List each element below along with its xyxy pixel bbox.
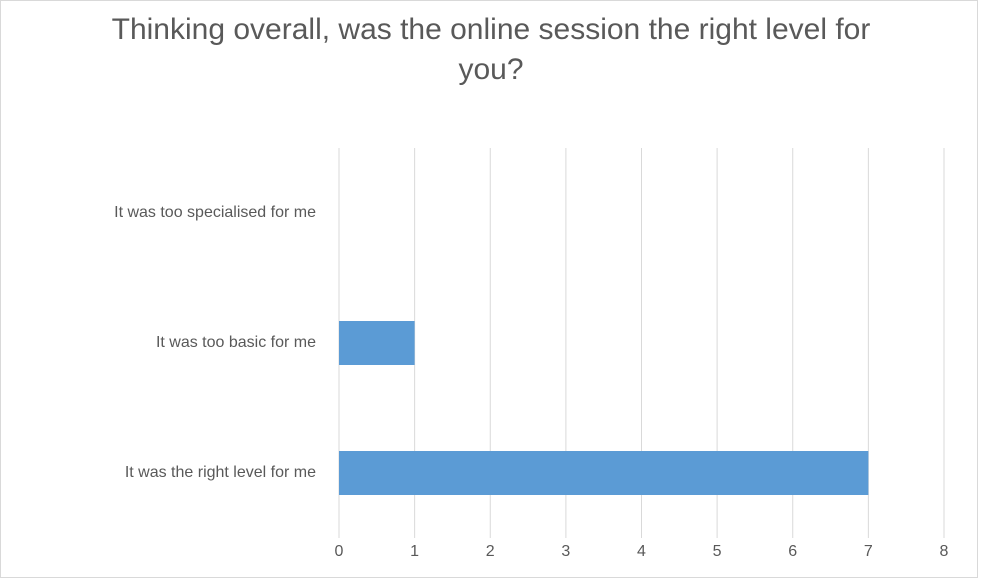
- x-tick-label: 2: [486, 543, 495, 560]
- bar: [339, 321, 415, 365]
- x-tick-label: 6: [788, 543, 797, 560]
- y-tick-label: It was too basic for me: [156, 334, 316, 351]
- x-tick-label: 0: [335, 543, 344, 560]
- x-tick-label: 3: [561, 543, 570, 560]
- x-tick-label: 4: [637, 543, 646, 560]
- x-tick-label: 1: [410, 543, 419, 560]
- x-tick-label: 5: [713, 543, 722, 560]
- chart-title: Thinking overall, was the online session…: [111, 13, 871, 86]
- x-tick-label: 8: [940, 543, 949, 560]
- bar: [339, 451, 869, 495]
- x-tick-label: 7: [864, 543, 873, 560]
- y-tick-label: It was too specialised for me: [114, 204, 316, 221]
- y-tick-label: It was the right level for me: [125, 464, 316, 481]
